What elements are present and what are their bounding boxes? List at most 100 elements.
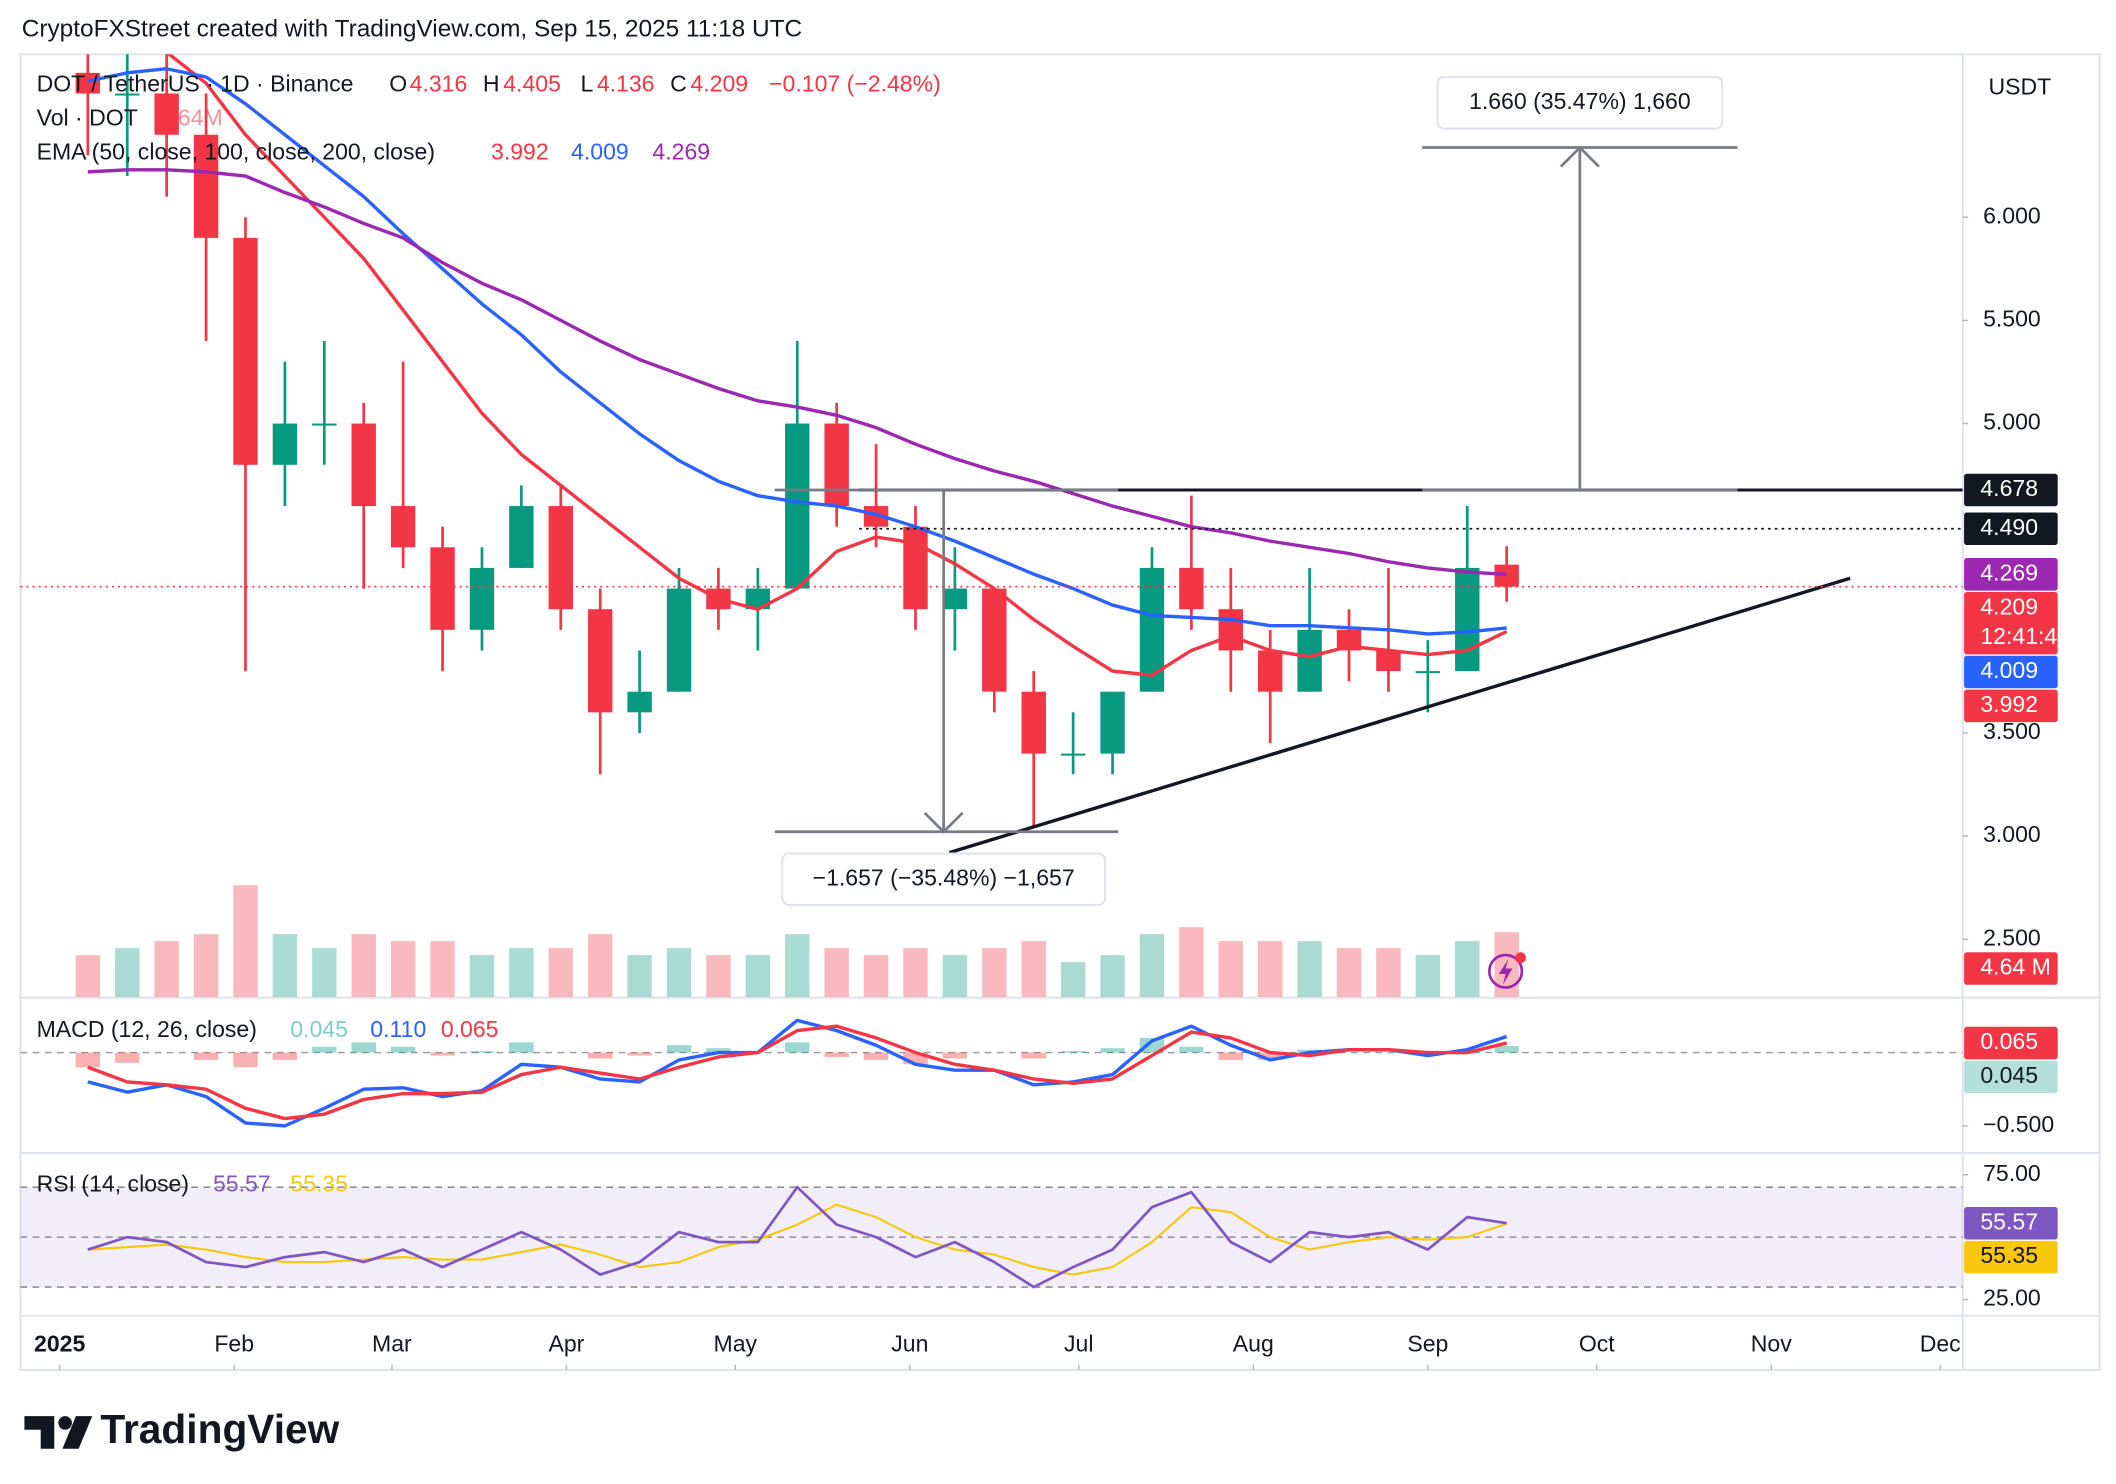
alert-bolt xyxy=(1498,959,1513,985)
histogram-bar xyxy=(1100,1048,1125,1053)
volume-bar xyxy=(312,948,337,998)
price-legend: DOT / TetherUS · 1D · Binance O 4.316 H … xyxy=(37,71,941,165)
ema-value: 3.992 xyxy=(491,138,549,164)
histogram-bar xyxy=(312,1046,337,1053)
x-tick-label: Feb xyxy=(214,1331,254,1357)
volume-bar xyxy=(75,955,101,998)
axis-label: 12:41:46 xyxy=(1980,623,2070,649)
volume-bar xyxy=(115,948,140,998)
alert-dot xyxy=(1515,952,1526,964)
histogram-bar xyxy=(706,1048,731,1053)
measure-label: 1.660 (35.47%) 1,660 xyxy=(1469,88,1691,114)
histogram-bar xyxy=(272,1052,298,1060)
volume-bar xyxy=(627,955,652,998)
ohlc-key: L xyxy=(581,71,594,97)
volume-bar xyxy=(587,934,613,998)
x-tick-label: Aug xyxy=(1233,1331,1274,1357)
candle-body xyxy=(745,588,771,610)
histogram-bar xyxy=(1494,1045,1519,1053)
macd-title: MACD (12, 26, close) xyxy=(37,1016,257,1042)
histogram-bar xyxy=(1218,1052,1243,1060)
y-tick-label: 5.500 xyxy=(1983,305,2041,331)
histogram-bar xyxy=(509,1042,534,1053)
frame xyxy=(19,53,2101,1372)
arrow-head xyxy=(1559,145,1600,168)
y-tick-label: 5.000 xyxy=(1983,409,2041,435)
y-tick-label: 2.500 xyxy=(1983,924,2041,950)
candle-body xyxy=(193,134,219,238)
y-tick-label: 6.000 xyxy=(1983,202,2041,228)
x-tick-label: 2025 xyxy=(34,1331,85,1357)
logo: TradingView xyxy=(24,1406,340,1452)
x-tick-label: Jul xyxy=(1064,1331,1093,1357)
candle-body xyxy=(785,423,810,589)
histogram-bar xyxy=(785,1042,810,1053)
volume-bar xyxy=(706,955,731,998)
unit: USDT xyxy=(1988,73,2051,99)
volume-bar xyxy=(154,941,179,998)
macd-value: 0.045 xyxy=(290,1016,348,1042)
volume-bar xyxy=(666,948,692,998)
volume-bar xyxy=(1257,941,1283,998)
histogram-bar xyxy=(903,1052,928,1065)
x-tick-label: Mar xyxy=(372,1331,412,1357)
series-line xyxy=(87,1185,1507,1289)
axis-label: 4.678 xyxy=(1980,475,2038,501)
logo-mark xyxy=(24,1416,55,1449)
x-tick-label: May xyxy=(714,1331,758,1357)
y-tick-label: 3.500 xyxy=(1983,718,2041,744)
logo-mark xyxy=(62,1416,93,1449)
candle-body xyxy=(1376,650,1401,672)
volume-bar xyxy=(1336,948,1362,998)
candle-body xyxy=(824,423,849,507)
axis-label: 55.57 xyxy=(1980,1208,2038,1234)
volume-bar xyxy=(824,948,849,998)
candle-body xyxy=(390,506,416,548)
volume-bar xyxy=(272,934,298,998)
candle-body xyxy=(1100,691,1125,754)
y-tick-label: −0.500 xyxy=(1983,1111,2054,1137)
rsi-title: RSI (14, close) xyxy=(37,1171,189,1197)
candle-body xyxy=(903,526,928,610)
volume-bar xyxy=(863,955,889,998)
y-tick-label: 3.000 xyxy=(1983,821,2041,847)
change: −0.107 (−2.48%) xyxy=(769,71,941,97)
axis-label: 4.490 xyxy=(1980,514,2038,540)
candle-body xyxy=(1494,564,1519,587)
trendline xyxy=(948,576,1851,855)
logo-text: TradingView xyxy=(100,1406,339,1452)
volume-bar xyxy=(1100,955,1125,998)
x-tick-label: Sep xyxy=(1407,1331,1448,1357)
axis-label-box xyxy=(1964,1060,2058,1094)
candle-body xyxy=(548,506,573,610)
y-tick-label: 75.00 xyxy=(1983,1160,2041,1186)
series-line xyxy=(87,168,1507,577)
histogram-bar xyxy=(75,1052,101,1068)
volume-bar xyxy=(1415,955,1441,998)
candle-body xyxy=(115,93,140,96)
volume-bar xyxy=(1297,941,1322,998)
volume-bar xyxy=(548,948,573,998)
axis-label-box xyxy=(1964,512,2058,546)
volume-bar xyxy=(1060,962,1086,998)
axis-label-box xyxy=(1964,473,2058,507)
candle-body xyxy=(75,72,101,94)
rsi-value: 55.57 xyxy=(213,1171,271,1197)
x-tick-label: Dec xyxy=(1920,1331,1961,1357)
candle-body xyxy=(1179,567,1204,610)
volume-bar xyxy=(1179,927,1204,998)
volume-bar xyxy=(1218,941,1243,998)
candle-body xyxy=(351,423,376,507)
series-line xyxy=(87,67,1507,636)
histogram-bar xyxy=(469,1051,495,1053)
candle-body xyxy=(1218,609,1243,651)
logo-mark xyxy=(58,1416,72,1430)
candle-body xyxy=(233,237,258,465)
axis-label-box xyxy=(1964,689,2058,723)
candle-body xyxy=(942,588,968,610)
axis-label: 4.269 xyxy=(1980,559,2038,585)
ema-legend: EMA (50, close, 100, close, 200, close) xyxy=(37,138,435,164)
axis-label: 55.35 xyxy=(1980,1242,2038,1268)
histogram-bar xyxy=(666,1045,692,1053)
